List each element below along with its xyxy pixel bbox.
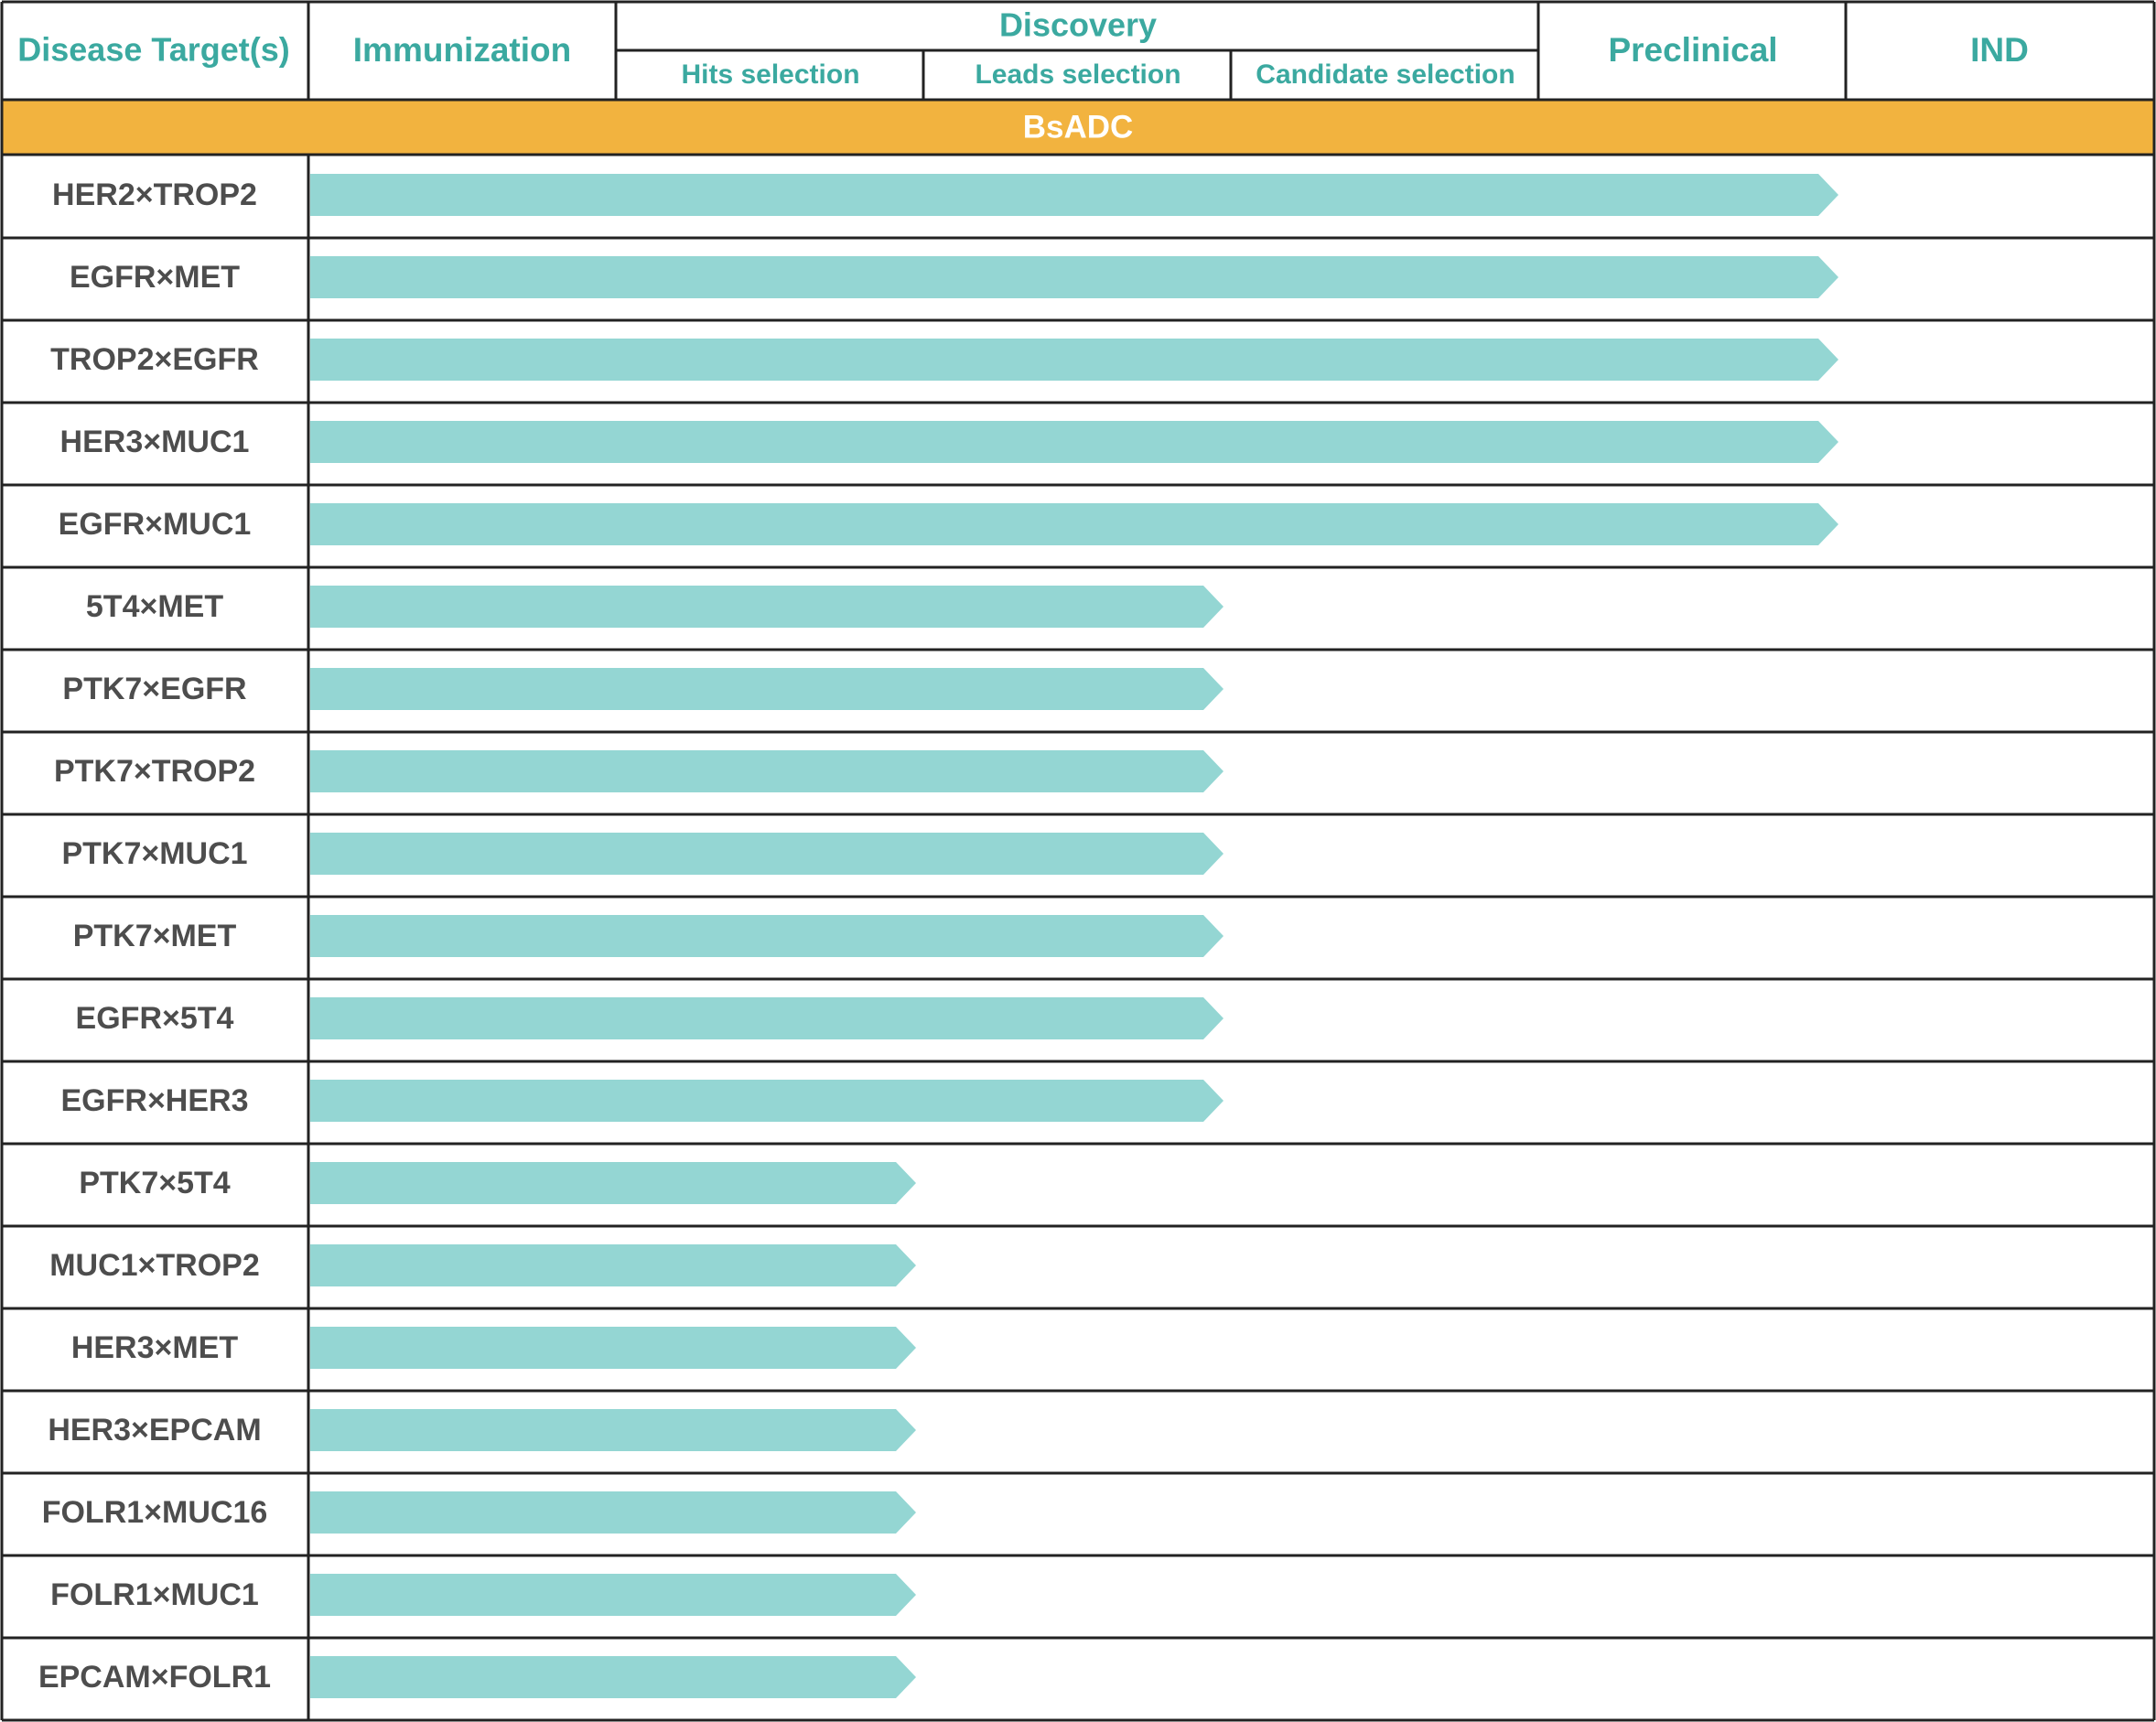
progress-bar bbox=[310, 1244, 916, 1286]
row-label: PTK7×5T4 bbox=[79, 1166, 230, 1200]
group-band-label: BsADC bbox=[1023, 109, 1134, 145]
row-label: EGFR×HER3 bbox=[61, 1083, 249, 1118]
row-label: PTK7×EGFR bbox=[62, 672, 246, 706]
progress-bar bbox=[310, 256, 1838, 298]
pipeline-rows: HER2×TROP2 EGFR×MET TROP2×EGFR HER3×MUC1 EGF… bbox=[38, 174, 1838, 1698]
progress-bar bbox=[310, 1080, 1224, 1122]
progress-bar bbox=[310, 997, 1224, 1039]
header-stage-preclinical: Preclinical bbox=[1608, 31, 1777, 69]
progress-bar bbox=[310, 1327, 916, 1369]
progress-bar bbox=[310, 1162, 916, 1204]
progress-bar bbox=[310, 1409, 916, 1451]
row-label: PTK7×MUC1 bbox=[61, 836, 247, 871]
row-label: PTK7×TROP2 bbox=[54, 754, 255, 789]
progress-bar bbox=[310, 833, 1224, 875]
header-stage-ind: IND bbox=[1970, 31, 2029, 69]
row-label: TROP2×EGFR bbox=[50, 342, 259, 377]
header-substage-hits-selection: Hits selection bbox=[681, 59, 859, 90]
row-label: MUC1×TROP2 bbox=[49, 1248, 260, 1283]
progress-bar bbox=[310, 915, 1224, 957]
progress-bar bbox=[310, 750, 1224, 792]
row-label: PTK7×MET bbox=[73, 919, 237, 953]
progress-bar bbox=[310, 586, 1224, 628]
row-label: HER3×MET bbox=[71, 1330, 239, 1365]
row-label: FOLR1×MUC16 bbox=[42, 1495, 268, 1530]
header-stage-discovery: Discovery bbox=[999, 6, 1157, 44]
group-band bbox=[2, 101, 2154, 154]
row-label: HER2×TROP2 bbox=[52, 178, 257, 212]
progress-bar bbox=[310, 421, 1838, 463]
header-substage-candidate-selection: Candidate selection bbox=[1256, 59, 1515, 90]
header-substage-leads-selection: Leads selection bbox=[975, 59, 1180, 90]
progress-bar bbox=[310, 1491, 916, 1534]
row-label: 5T4×MET bbox=[86, 589, 223, 624]
progress-bar bbox=[310, 1574, 916, 1616]
row-label: EPCAM×FOLR1 bbox=[38, 1660, 271, 1695]
row-label: HER3×MUC1 bbox=[60, 425, 250, 459]
header-stage-immunization: Immunization bbox=[353, 31, 571, 69]
header-disease-targets: Disease Target(s) bbox=[17, 31, 289, 69]
progress-bar bbox=[310, 503, 1838, 545]
row-label: EGFR×MET bbox=[70, 260, 240, 295]
progress-bar bbox=[310, 1656, 916, 1698]
row-label: EGFR×5T4 bbox=[76, 1001, 234, 1036]
progress-bar bbox=[310, 339, 1838, 381]
row-label: FOLR1×MUC1 bbox=[50, 1577, 259, 1612]
row-label: HER3×EPCAM bbox=[48, 1413, 261, 1448]
progress-bar bbox=[310, 668, 1224, 710]
row-label: EGFR×MUC1 bbox=[59, 507, 252, 542]
progress-bar bbox=[310, 174, 1838, 216]
